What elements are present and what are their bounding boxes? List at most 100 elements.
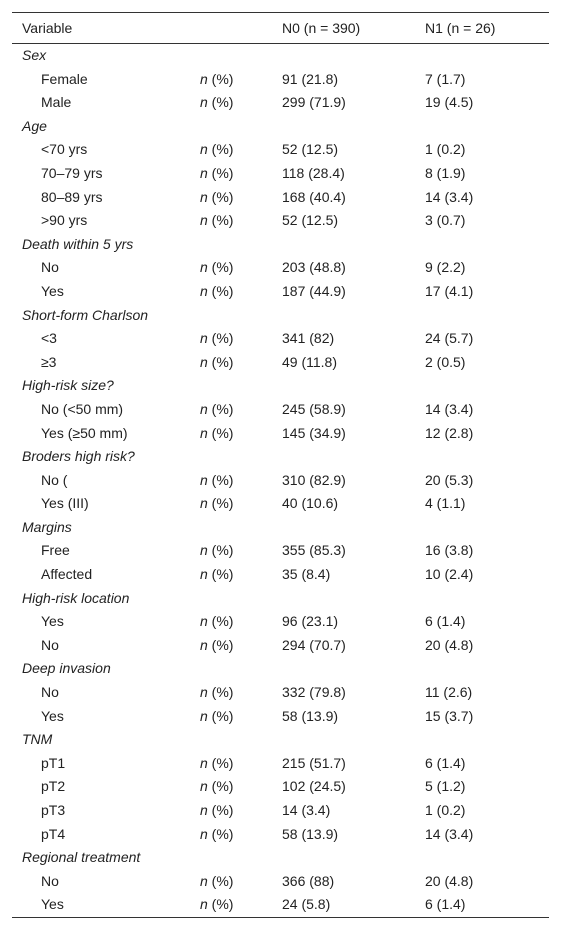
group-title: TNM <box>22 731 53 748</box>
data-row: pT2 n (%) 102 (24.5) 5 (1.2) <box>12 775 549 799</box>
row-label: Yes (III) <box>41 495 89 512</box>
data-row: No n (%) 332 (79.8) 11 (2.6) <box>12 681 549 705</box>
group-row: Regional treatment <box>12 846 549 870</box>
statistic-cell: n (%) <box>200 327 233 351</box>
statistic-cell: n (%) <box>200 705 233 729</box>
n0-value: 24 (5.8) <box>282 896 331 913</box>
statistic: n (%) <box>200 282 234 299</box>
group-row: Deep invasion <box>12 657 549 681</box>
group-row: High-risk location <box>12 587 549 611</box>
statistic: n (%) <box>200 188 234 205</box>
n0-value: 187 (44.9) <box>282 282 346 299</box>
n0-value: 245 (58.9) <box>282 400 346 417</box>
data-row: No n (%) 294 (70.7) 20 (4.8) <box>12 634 549 658</box>
group-row: TNM <box>12 728 549 752</box>
data-row: 70–79 yrs n (%) 118 (28.4) 8 (1.9) <box>12 162 549 186</box>
statistic: n (%) <box>200 542 234 559</box>
row-label: Yes <box>41 613 64 630</box>
statistic: n (%) <box>200 212 234 229</box>
statistic-cell: n (%) <box>200 492 233 516</box>
row-label: No <box>41 259 59 276</box>
n1-value: 20 (5.3) <box>425 471 474 488</box>
statistic: n (%) <box>200 613 234 630</box>
group-row: Short-form Charlson <box>12 304 549 328</box>
data-row: Yes (III) n (%) 40 (10.6) 4 (1.1) <box>12 492 549 516</box>
n1-value: 2 (0.5) <box>425 353 466 370</box>
n0-value: 145 (34.9) <box>282 424 346 441</box>
group-row: Death within 5 yrs <box>12 233 549 257</box>
row-label: <3 <box>41 330 57 347</box>
row-label: No (<50 mm) <box>41 400 124 417</box>
statistic: n (%) <box>200 259 234 276</box>
statistic-cell: n (%) <box>200 91 233 115</box>
group-title: Regional treatment <box>22 849 141 866</box>
statistic: n (%) <box>200 164 234 181</box>
row-label: Male <box>41 94 72 111</box>
n0-value: 49 (11.8) <box>282 353 337 370</box>
n0-value: 294 (70.7) <box>282 636 346 653</box>
n1-value: 16 (3.8) <box>425 542 474 559</box>
data-row: No n (%) 366 (88) 20 (4.8) <box>12 870 549 894</box>
statistic-cell: n (%) <box>200 68 233 92</box>
statistic: n (%) <box>200 353 234 370</box>
n0-value: 168 (40.4) <box>282 188 346 205</box>
group-title: Age <box>22 117 47 134</box>
data-row: 80–89 yrs n (%) 168 (40.4) 14 (3.4) <box>12 186 549 210</box>
n1-value: 20 (4.8) <box>425 872 474 889</box>
statistic: n (%) <box>200 141 234 158</box>
n0-value: 215 (51.7) <box>282 754 346 771</box>
data-row: pT4 n (%) 58 (13.9) 14 (3.4) <box>12 823 549 847</box>
n0-value: 310 (82.9) <box>282 471 346 488</box>
statistic: n (%) <box>200 778 234 795</box>
statistic-cell: n (%) <box>200 893 233 917</box>
row-label: Yes <box>41 896 64 913</box>
row-label: No <box>41 636 59 653</box>
statistic: n (%) <box>200 707 234 724</box>
n1-value: 6 (1.4) <box>425 613 466 630</box>
header-cell: N1 (n = 26) <box>425 20 496 36</box>
n1-value: 8 (1.9) <box>425 164 466 181</box>
n0-value: 96 (23.1) <box>282 613 339 630</box>
row-label: No <box>41 684 59 701</box>
n1-value: 1 (0.2) <box>425 802 466 818</box>
n1-value: 14 (3.4) <box>425 825 474 842</box>
data-row: Yes n (%) 58 (13.9) 15 (3.7) <box>12 705 549 729</box>
n1-value: 4 (1.1) <box>425 495 466 512</box>
n1-value: 14 (3.4) <box>425 400 474 417</box>
statistic: n (%) <box>200 825 234 842</box>
statistic: n (%) <box>200 70 234 87</box>
statistic-cell: n (%) <box>200 823 233 847</box>
table: Variable N0 (n = 390) N1 (n = 26) Sex Fem… <box>12 12 549 918</box>
statistic-cell: n (%) <box>200 256 233 280</box>
row-label: No ( <box>41 471 68 488</box>
data-row: No n (%) 203 (48.8) 9 (2.2) <box>12 256 549 280</box>
n1-value: 17 (4.1) <box>425 282 474 299</box>
header-row: Variable N0 (n = 390) N1 (n = 26) <box>12 13 549 44</box>
statistic: n (%) <box>200 566 234 583</box>
row-label: 80–89 yrs <box>41 188 103 205</box>
row-label: <70 yrs <box>41 141 88 158</box>
n1-value: 1 (0.2) <box>425 141 466 158</box>
n1-value: 24 (5.7) <box>425 330 474 347</box>
data-row: No (<50 mm) n (%) 245 (58.9) 14 (3.4) <box>12 398 549 422</box>
group-row: Broders high risk? <box>12 445 549 469</box>
statistic-cell: n (%) <box>200 752 233 776</box>
statistic-cell: n (%) <box>200 799 233 823</box>
statistic-cell: n (%) <box>200 870 233 894</box>
row-label: Free <box>41 542 70 559</box>
row-label: >90 yrs <box>41 212 88 229</box>
statistic-cell: n (%) <box>200 775 233 799</box>
n0-value: 203 (48.8) <box>282 259 346 276</box>
n0-value: 52 (12.5) <box>282 141 339 158</box>
group-row: Age <box>12 115 549 139</box>
statistic-cell: n (%) <box>200 422 233 446</box>
group-row: Margins <box>12 516 549 540</box>
group-title: Broders high risk? <box>22 448 135 465</box>
data-row: Yes n (%) 187 (44.9) 17 (4.1) <box>12 280 549 304</box>
n0-value: 35 (8.4) <box>282 566 331 583</box>
n1-value: 19 (4.5) <box>425 94 474 111</box>
statistic: n (%) <box>200 684 234 701</box>
n0-value: 91 (21.8) <box>282 70 339 87</box>
n1-value: 7 (1.7) <box>425 70 466 87</box>
